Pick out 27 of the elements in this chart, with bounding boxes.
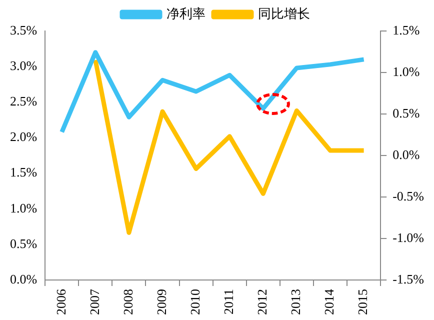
y-tick-label: 0.5% [10,236,38,251]
legend-label: 同比增长 [258,6,310,22]
y-tick-label: 2.5% [10,94,38,109]
x-tick-label: 2012 [254,289,270,315]
x-tick-label: 2007 [86,288,102,315]
x-tick-label: 2011 [221,289,236,315]
y-tick-label: 3.5% [10,22,38,38]
x-tick-label: 2014 [322,288,337,315]
y2-tick-label: 0.5% [392,105,420,120]
y-tick-label: 1.5% [10,164,38,180]
x-tick-label: 2009 [154,289,169,315]
y2-tick-label: 0.0% [392,146,420,162]
y2-tick-label: -0.5% [392,188,424,204]
legend-label: 净利率 [166,6,206,22]
x-tick-label: 2006 [53,288,68,315]
y2-tick-label: 1.0% [392,64,420,79]
x-tick-label: 2010 [187,289,202,315]
x-tick-label: 2013 [288,289,304,315]
y2-tick-label: 1.5% [392,22,420,38]
y2-tick-label: -1.0% [392,230,424,245]
y2-tick-label: -1.5% [392,271,424,286]
y-tick-label: 2.0% [10,129,38,144]
y-tick-label: 3.0% [10,58,38,73]
x-tick-label: 2008 [120,289,136,315]
y-tick-label: 0.0% [10,271,38,286]
y-tick-label: 1.0% [10,200,38,216]
x-tick-label: 2015 [355,289,370,315]
